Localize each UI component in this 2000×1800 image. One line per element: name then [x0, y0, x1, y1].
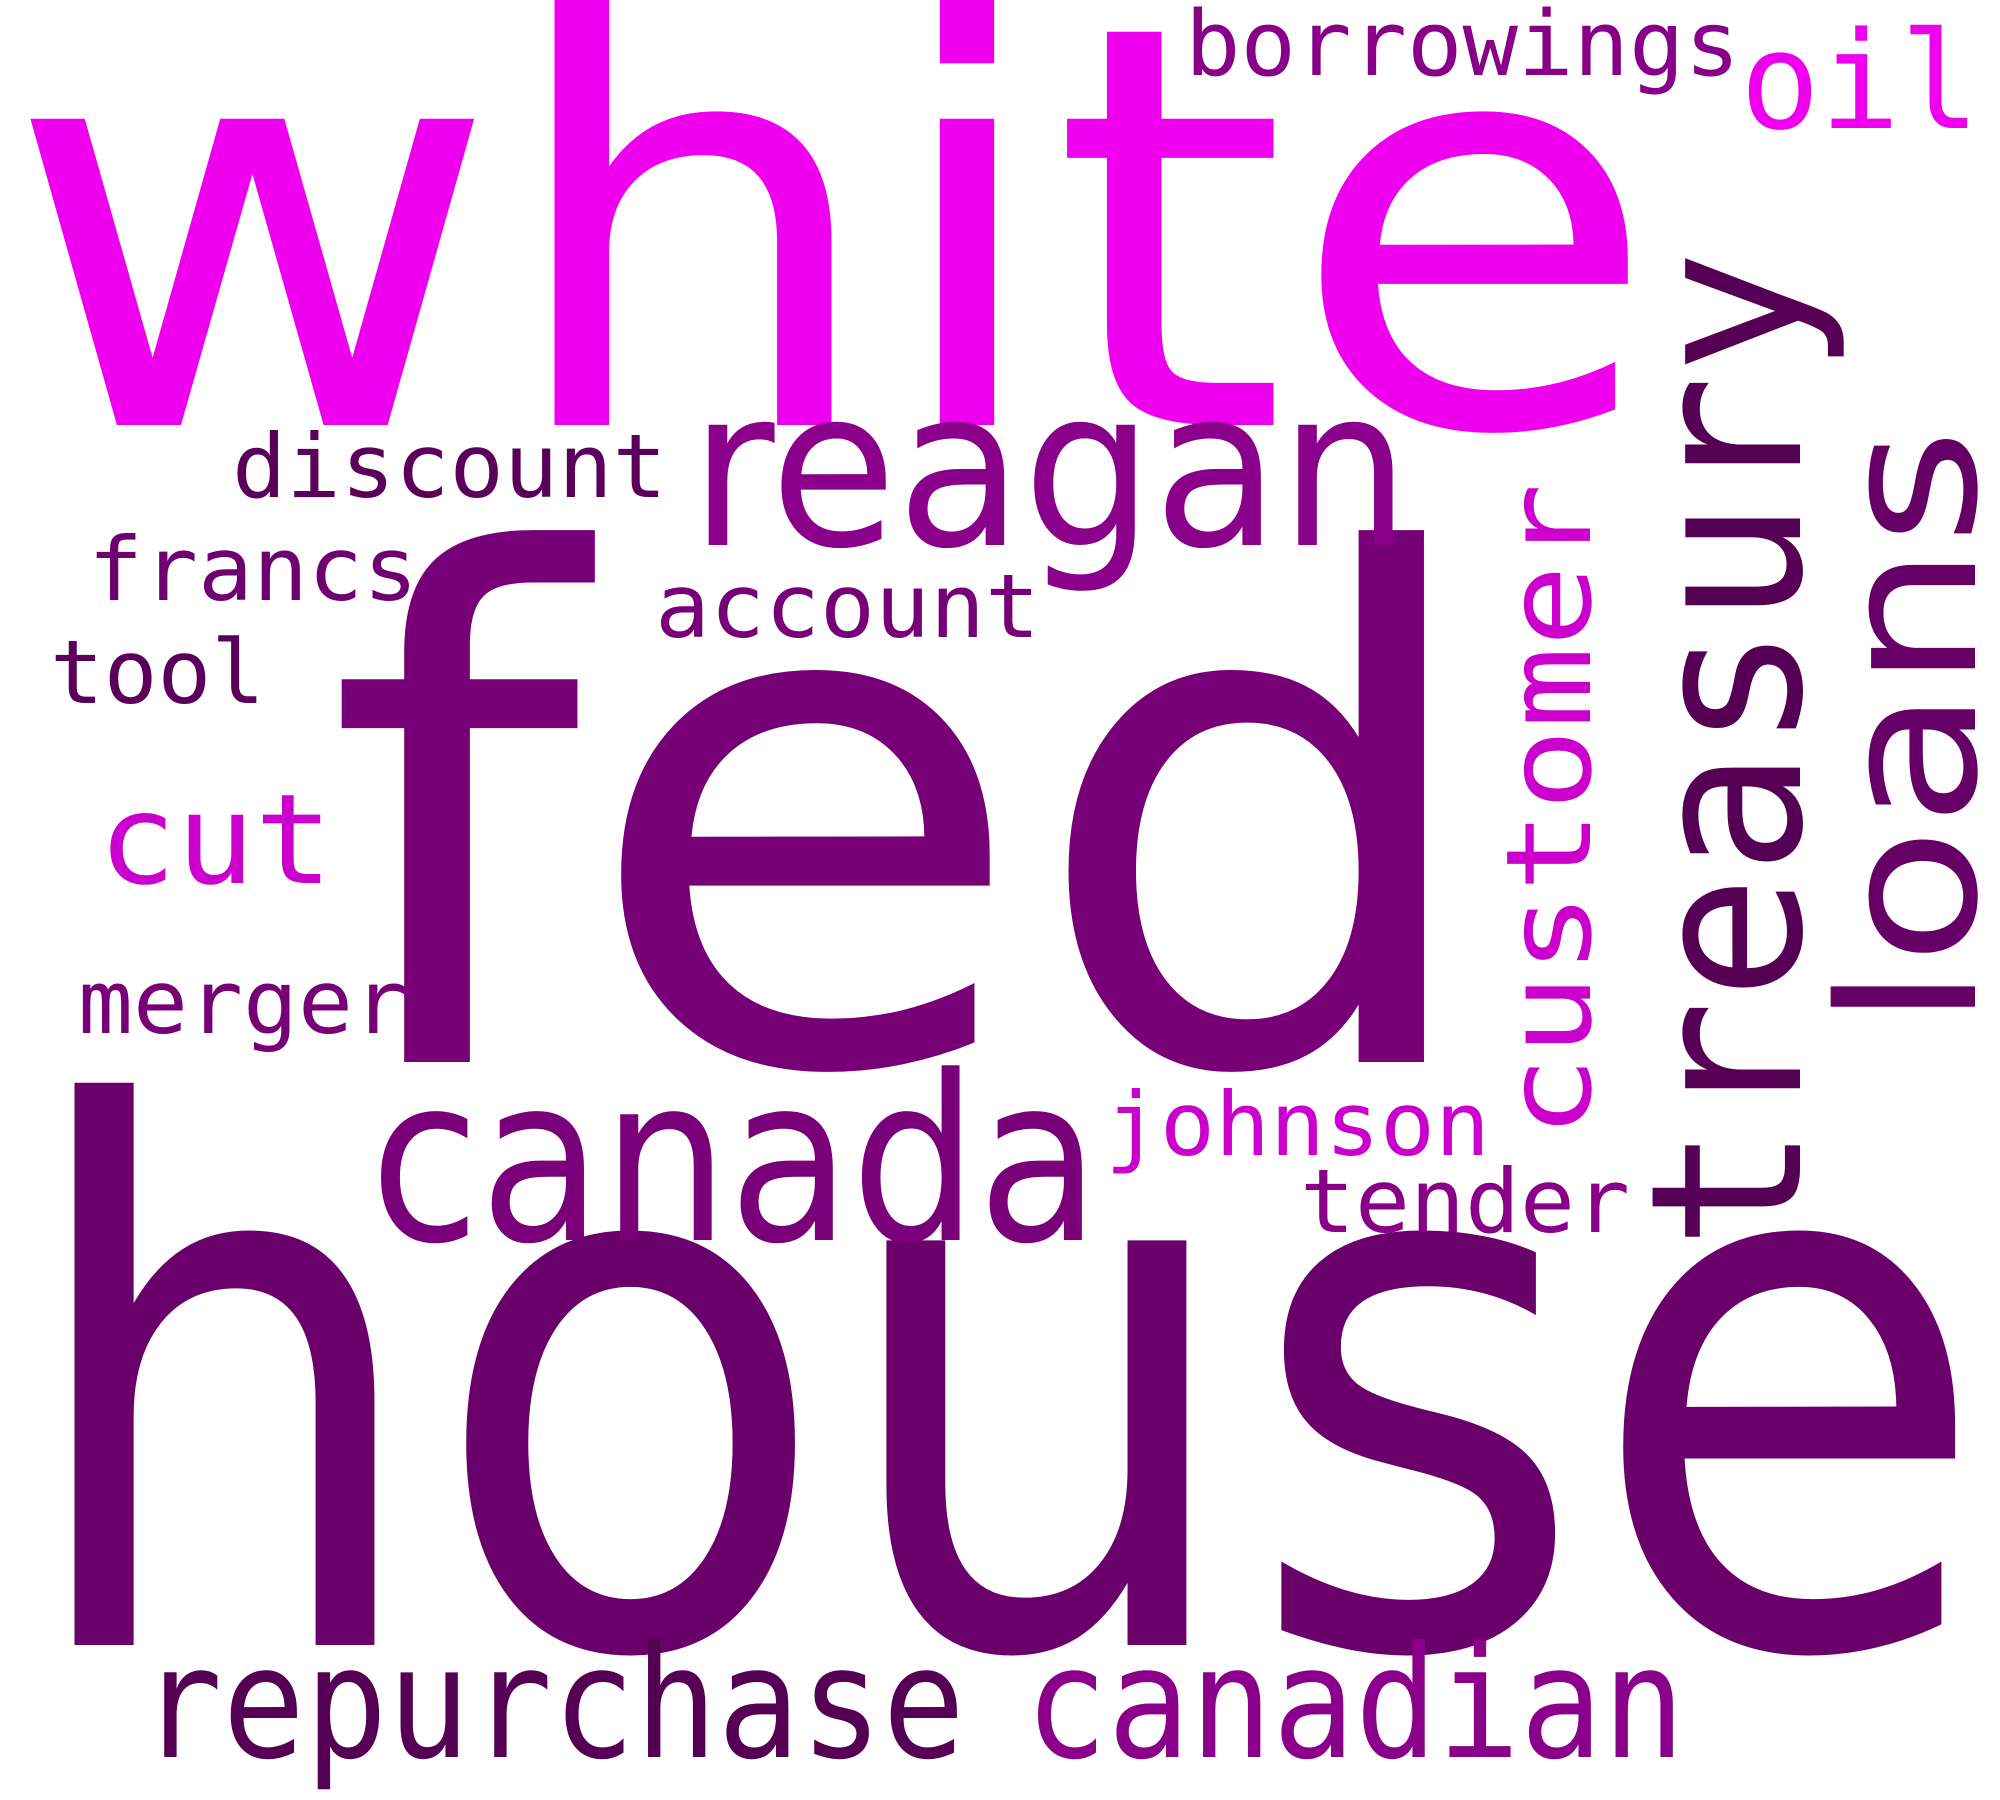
- word-tender: tender: [1300, 1150, 1630, 1253]
- word-discount: discount: [232, 415, 667, 518]
- word-white: white: [5, 0, 1660, 558]
- word-cut: cut: [98, 768, 333, 913]
- word-merger: merger: [78, 951, 408, 1054]
- word-repurchase: repurchase: [140, 1613, 965, 1794]
- word-house: house: [15, 958, 1990, 1800]
- word-oil: oil: [1740, 3, 1980, 160]
- word-canada: canada: [370, 1028, 1100, 1295]
- word-customer: customer: [1480, 483, 1618, 1138]
- word-reagan: reagan: [690, 341, 1410, 597]
- word-fed: fed: [325, 413, 1490, 1228]
- word-borrowings: borrowings: [1185, 0, 1740, 97]
- word-account: account: [655, 555, 1040, 658]
- word-johnson: johnson: [1105, 1073, 1490, 1176]
- word-loans: loans: [1799, 428, 2000, 1028]
- word-francs: francs: [88, 518, 418, 621]
- word-tool: tool: [50, 621, 265, 724]
- word-treasury: treasury: [1605, 250, 1850, 1250]
- word-canadian: canadian: [1025, 1613, 1685, 1794]
